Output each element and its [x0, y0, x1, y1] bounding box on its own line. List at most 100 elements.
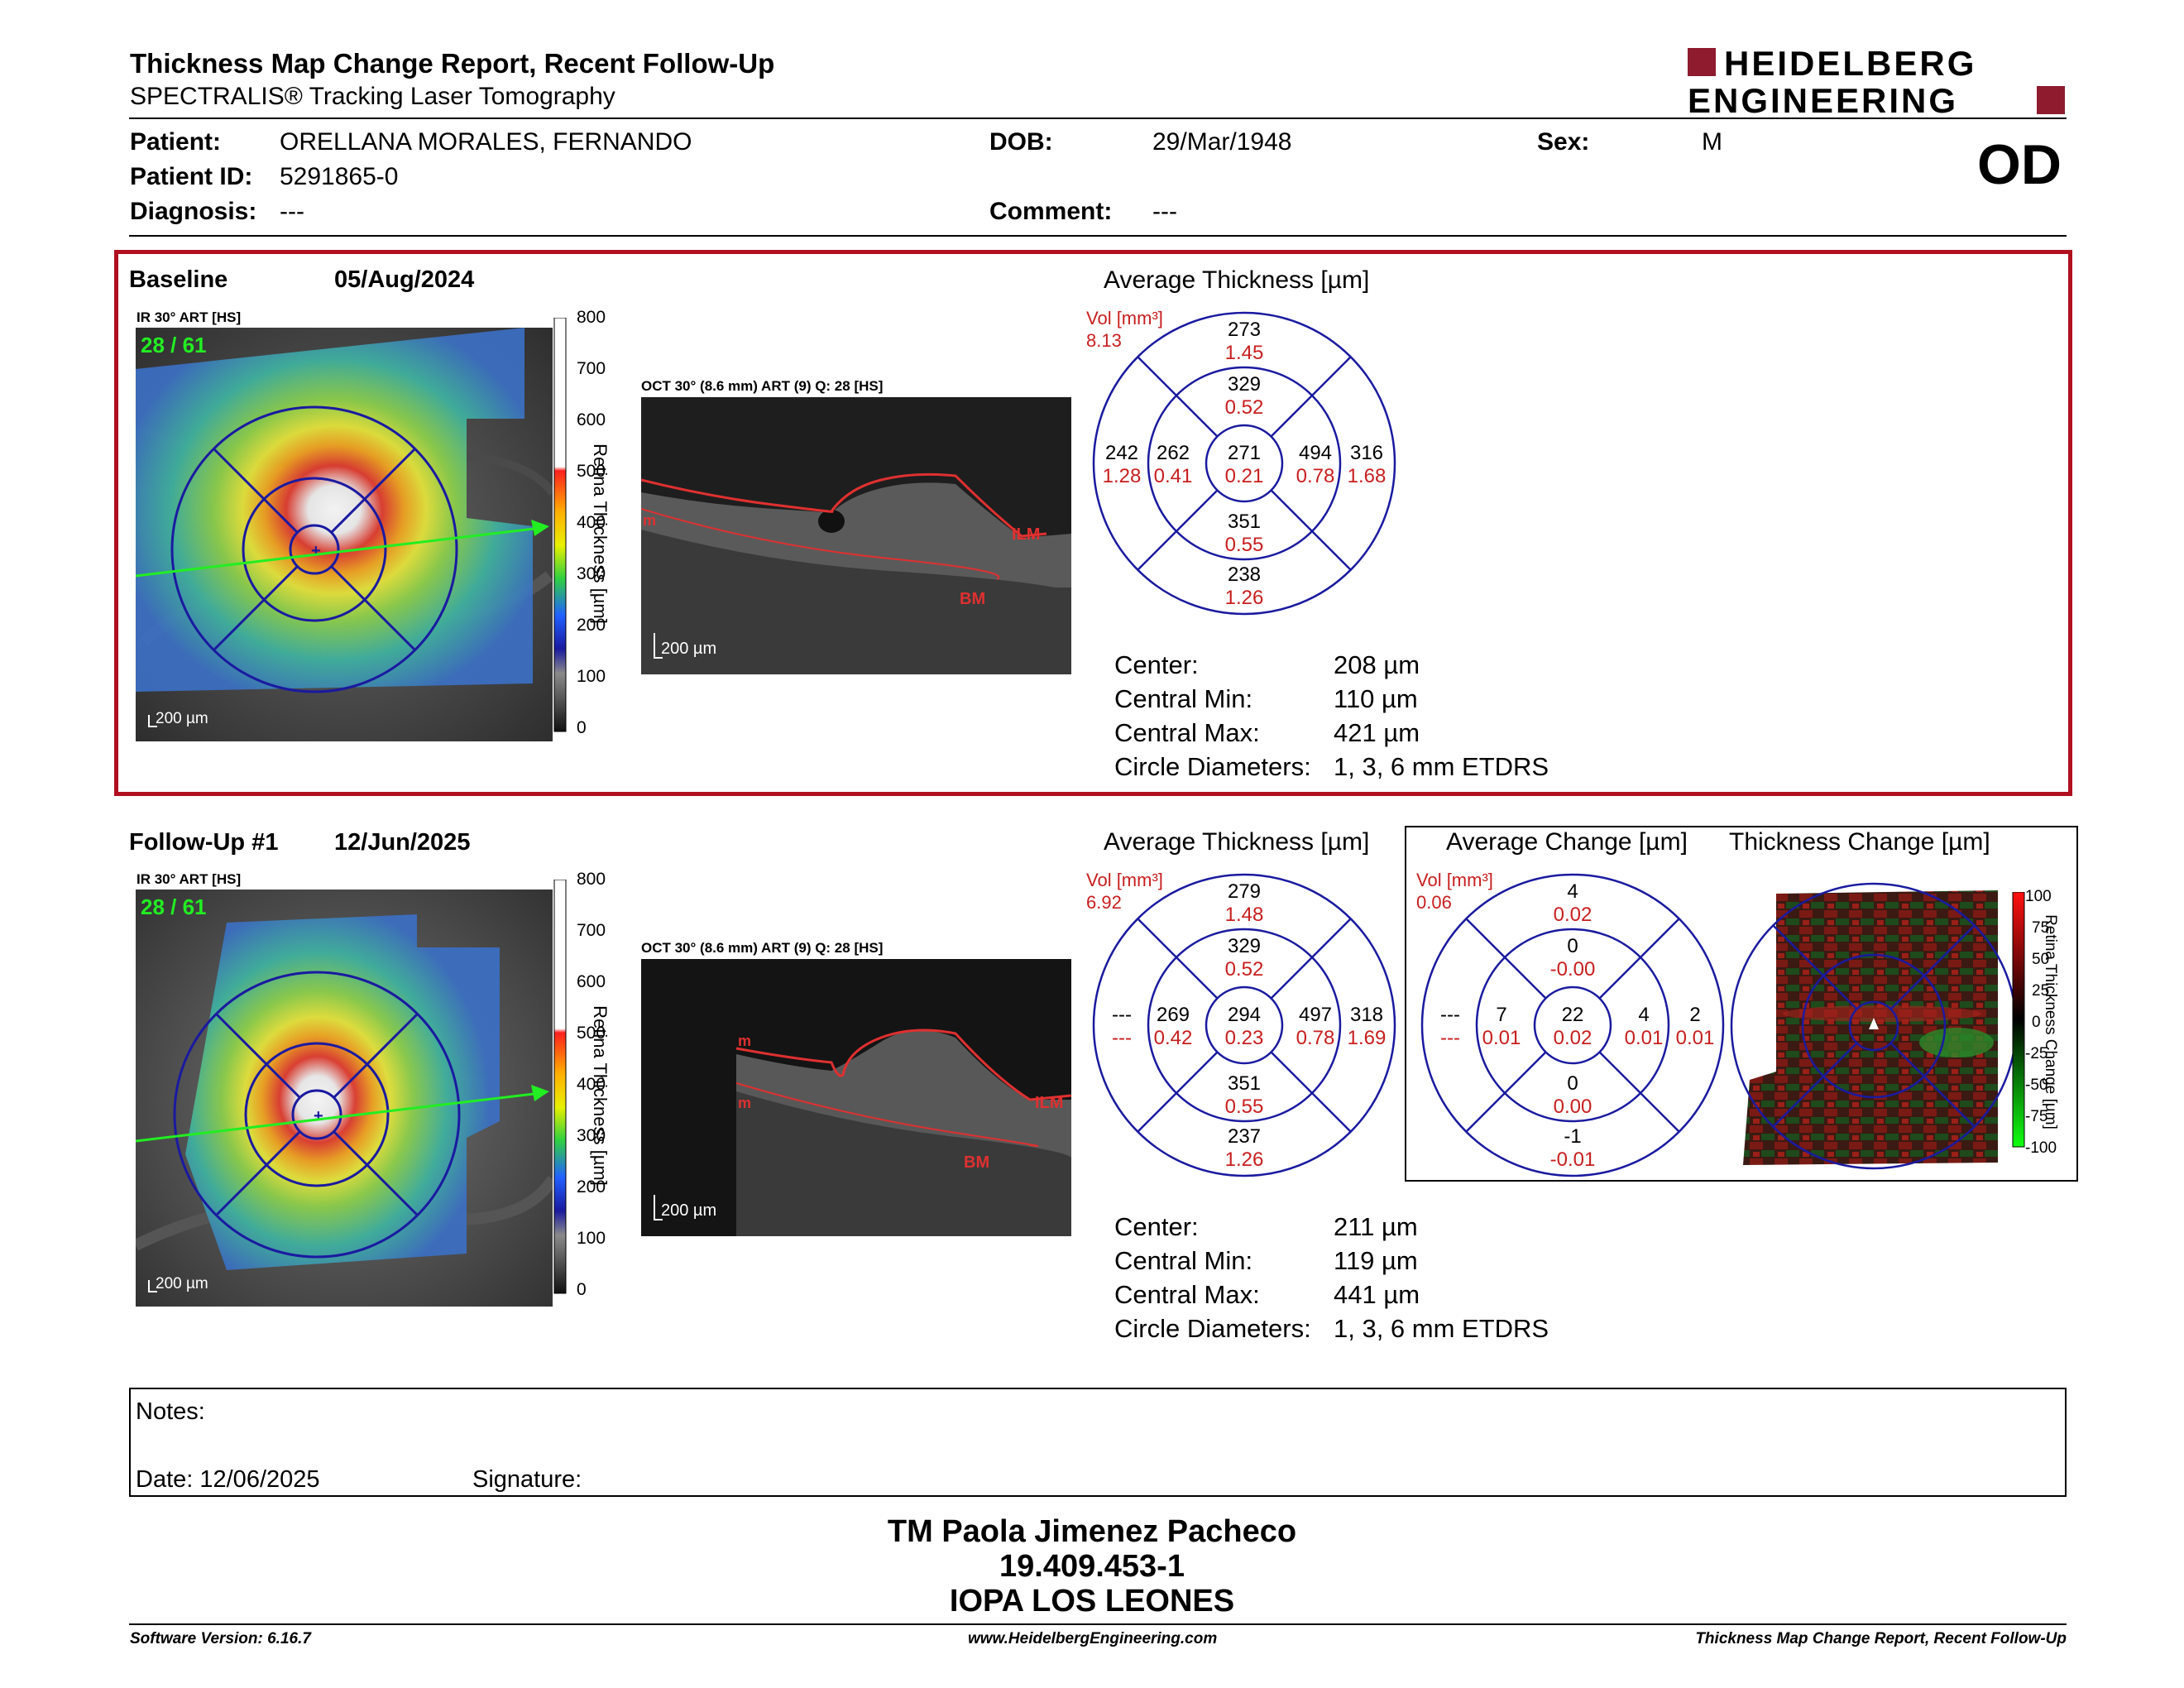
followup-min-label: Central Min: — [1114, 1246, 1253, 1275]
followup-date: 12/Jun/2025 — [334, 829, 471, 856]
baseline-center-value: 208 µm — [1334, 650, 1420, 679]
baseline-ir-scale: 200 µm — [156, 710, 208, 727]
tick: -75 — [2025, 1108, 2048, 1125]
notes-date: Date: 12/06/2025 — [136, 1466, 320, 1493]
tick: 200 — [577, 1177, 606, 1196]
followup-ir-counter: 28 / 61 — [141, 894, 207, 919]
followup-colorbar — [553, 879, 627, 1314]
grid-outer-bottom: 238 — [1228, 563, 1261, 586]
grid-inner-top-vol: 0.52 — [1225, 958, 1264, 981]
followup-ir-scale: 200 µm — [156, 1275, 208, 1292]
svg-text:m: m — [738, 1095, 751, 1111]
tick: 600 — [577, 410, 606, 429]
grid-outer-top: 4 — [1567, 880, 1578, 903]
baseline-colorbar — [553, 317, 627, 752]
comment-value: --- — [1152, 198, 1177, 225]
baseline-date: 05/Aug/2024 — [334, 266, 475, 293]
baseline-etdrs-grid: 273 1.45 329 0.52 242 1.28 262 0.41 271 … — [1085, 308, 1416, 626]
grid-outer-left-vol: --- — [1112, 1027, 1132, 1049]
grid-outer-right-vol: 1.69 — [1348, 1027, 1387, 1049]
software-version: Software Version: 6.16.7 — [130, 1630, 311, 1647]
baseline-panel — [114, 250, 2072, 796]
tick: 100 — [577, 1229, 606, 1248]
tick: 100 — [577, 667, 606, 686]
followup-center-value: 211 µm — [1334, 1212, 1418, 1241]
tick: 25 — [2032, 982, 2050, 1000]
baseline-colorbar-title: Retina Thickness [µm] — [590, 444, 611, 624]
grid-inner-left: 269 — [1157, 1004, 1190, 1026]
followup-etdrs-grid: 279 1.48 329 0.52 --- --- 269 0.42 294 0… — [1085, 870, 1416, 1188]
followup-max-label: Central Max: — [1114, 1280, 1260, 1309]
grid-inner-right: 497 — [1299, 1004, 1332, 1026]
baseline-min-value: 110 µm — [1334, 684, 1418, 713]
footer-divider — [129, 1623, 2067, 1625]
baseline-center-label: Center: — [1114, 650, 1199, 679]
baseline-circle-value: 1, 3, 6 mm ETDRS — [1334, 752, 1549, 781]
tick: 400 — [577, 513, 606, 532]
followup-center-label: Center: — [1114, 1212, 1199, 1241]
change-colorbar-title: Retina Thickness Change [µm] — [2042, 914, 2059, 1129]
grid-inner-top-vol: -0.00 — [1550, 958, 1596, 981]
grid-outer-bottom: -1 — [1564, 1125, 1581, 1148]
grid-inner-left-vol: 0.41 — [1154, 465, 1193, 487]
grid-inner-right-vol: 0.78 — [1296, 1027, 1335, 1049]
tick: -100 — [2025, 1139, 2057, 1157]
grid-inner-right-vol: 0.78 — [1296, 465, 1335, 487]
report-subtitle: SPECTRALIS® Tracking Laser Tomography — [130, 83, 615, 110]
baseline-oct-scan: ILM BM m 200 µm — [641, 397, 1071, 674]
grid-outer-left: --- — [1440, 1004, 1460, 1026]
svg-text:ILM: ILM — [1012, 525, 1040, 544]
svg-text:+: + — [311, 542, 321, 560]
baseline-oct-label: OCT 30° (8.6 mm) ART (9) Q: 28 [HS] — [641, 378, 884, 394]
grid-outer-right-vol: 1.68 — [1348, 465, 1387, 487]
heidelberg-logo: HEIDELBERG ENGINEERING — [1688, 44, 2068, 120]
tick: 100 — [2025, 888, 2052, 905]
website-link[interactable]: www.HeidelbergEngineering.com — [968, 1630, 1218, 1647]
followup-vol-total: 6.92 — [1086, 892, 1122, 913]
tick: 500 — [577, 462, 606, 481]
tick: 200 — [577, 616, 606, 635]
patient-label: Patient: — [130, 128, 222, 156]
grid-outer-bottom: 237 — [1228, 1125, 1261, 1148]
tick: 700 — [577, 359, 606, 378]
grid-outer-bottom-vol: 1.26 — [1225, 587, 1264, 609]
patient-id-label: Patient ID: — [130, 163, 253, 190]
notes-box[interactable] — [129, 1388, 2067, 1497]
svg-text:+: + — [314, 1107, 323, 1125]
grid-center-vol: 0.23 — [1225, 1027, 1264, 1049]
followup-label: Follow-Up #1 — [129, 829, 279, 856]
change-colorbar — [2012, 891, 2028, 1153]
grid-outer-top-vol: 1.45 — [1225, 342, 1264, 364]
grid-outer-right-vol: 0.01 — [1676, 1027, 1715, 1049]
change-etdrs-grid: 4 0.02 0 -0.00 --- --- 7 0.01 22 0.02 4 … — [1415, 870, 1746, 1188]
eye-indicator: OD — [1977, 133, 2062, 196]
grid-inner-bottom: 0 — [1567, 1072, 1578, 1095]
sex-value: M — [1702, 128, 1722, 156]
grid-outer-top-vol: 0.02 — [1554, 904, 1592, 926]
baseline-max-value: 421 µm — [1334, 718, 1420, 747]
notes-label: Notes: — [136, 1398, 205, 1425]
baseline-vol-total: 8.13 — [1086, 330, 1122, 351]
tick: 0 — [2032, 1014, 2041, 1031]
followup-vol-label: Vol [mm³] — [1086, 870, 1163, 890]
followup-oct-scan: ILM BM m m 200 µm — [641, 959, 1071, 1236]
tick: -50 — [2025, 1077, 2048, 1094]
logo-line-2: ENGINEERING — [1688, 81, 1958, 116]
tick: 300 — [577, 1126, 606, 1145]
followup-colorbar-ticks: 800 700 600 500 400 300 200 100 0 — [577, 870, 610, 1300]
tick: 50 — [2032, 951, 2050, 968]
grid-inner-bottom-vol: 0.00 — [1554, 1096, 1592, 1118]
tick: 700 — [577, 921, 606, 940]
baseline-avg-title: Average Thickness [µm] — [1104, 266, 1370, 294]
grid-inner-top: 0 — [1567, 935, 1578, 957]
tick: 0 — [577, 1280, 587, 1299]
tick: 0 — [577, 718, 587, 737]
grid-inner-bottom-vol: 0.55 — [1225, 534, 1264, 556]
followup-avg-title: Average Thickness [µm] — [1104, 828, 1370, 856]
comment-label: Comment: — [989, 198, 1113, 225]
baseline-circle-label: Circle Diameters: — [1114, 752, 1311, 781]
grid-center-vol: 0.02 — [1554, 1027, 1592, 1049]
tick: 400 — [577, 1075, 606, 1094]
footer-report-name: Thickness Map Change Report, Recent Foll… — [1695, 1630, 2067, 1647]
tick: 75 — [2032, 919, 2050, 937]
